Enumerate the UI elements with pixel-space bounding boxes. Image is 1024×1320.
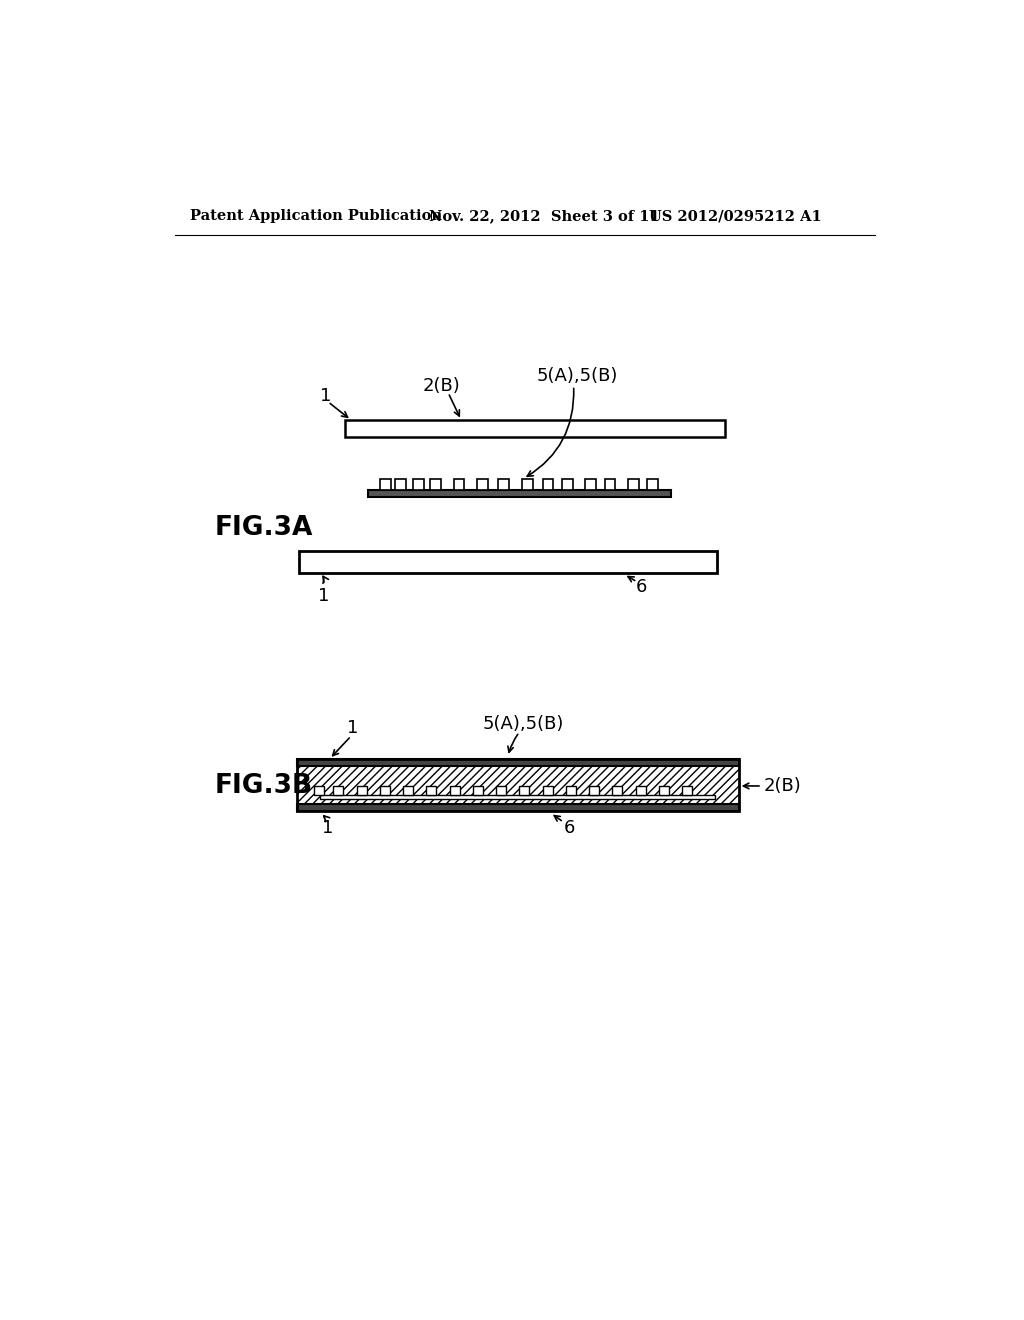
Text: 1: 1 [317,587,329,605]
Text: 1: 1 [347,719,358,737]
Bar [454,479,464,490]
Bar [562,479,572,490]
Bar [636,785,646,795]
Bar [566,785,575,795]
Bar [519,785,529,795]
Bar [521,479,532,490]
Bar [299,552,717,573]
Text: 6: 6 [564,820,575,837]
Bar [612,785,623,795]
Text: 5(A),5(B): 5(A),5(B) [482,715,564,734]
Bar [473,785,483,795]
Text: Patent Application Publication: Patent Application Publication [190,209,442,223]
Text: 1: 1 [323,820,334,837]
Bar [658,785,669,795]
Bar [426,785,436,795]
Bar [380,479,391,490]
Bar [586,479,596,490]
Bar [604,479,615,490]
Bar [499,479,509,490]
Bar [321,795,716,799]
Text: FIG.3B: FIG.3B [215,774,313,799]
Bar [297,766,738,804]
Bar [628,479,639,490]
Bar [414,479,424,490]
Text: US 2012/0295212 A1: US 2012/0295212 A1 [649,209,821,223]
Bar [647,479,658,490]
Bar [477,479,487,490]
Bar [395,479,407,490]
Bar [356,785,367,795]
Text: 5(A),5(B): 5(A),5(B) [537,367,618,385]
Bar [682,785,692,795]
Bar [297,804,738,812]
Bar [403,785,414,795]
Bar [543,479,554,490]
Bar [314,785,324,795]
Bar [334,785,343,795]
Bar [297,759,738,812]
Bar [543,785,553,795]
Bar [450,785,460,795]
Bar [369,490,671,498]
Text: 1: 1 [319,387,332,404]
Bar [589,785,599,795]
Bar [345,420,725,437]
Bar [496,785,506,795]
Bar [430,479,441,490]
Text: 6: 6 [635,578,647,595]
Text: FIG.3A: FIG.3A [215,515,313,541]
Text: 2(B): 2(B) [423,376,461,395]
Text: Nov. 22, 2012  Sheet 3 of 11: Nov. 22, 2012 Sheet 3 of 11 [429,209,659,223]
Text: 2(B): 2(B) [764,777,801,795]
Bar [297,759,738,766]
Bar [380,785,390,795]
